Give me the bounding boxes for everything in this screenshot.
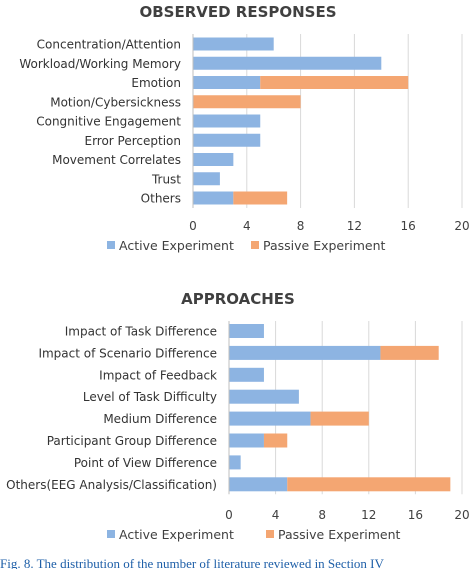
legend-label-passive: Passive Experiment — [278, 527, 401, 542]
active-bar — [193, 133, 261, 147]
active-bar — [193, 191, 234, 205]
category-label: Trust — [151, 172, 181, 186]
category-label: Concentration/Attention — [37, 38, 181, 52]
legend-swatch-active — [107, 241, 115, 249]
legend-label-active: Active Experiment — [119, 527, 234, 542]
active-bar — [229, 345, 381, 360]
x-tick-label: 0 — [189, 219, 197, 233]
passive-bar — [287, 477, 451, 492]
legend-swatch-passive — [266, 530, 274, 538]
category-label: Motion/Cybersickness — [50, 95, 181, 109]
active-bar — [193, 172, 220, 186]
category-label: Error Perception — [84, 134, 181, 148]
category-label: Medium Difference — [103, 412, 217, 426]
passive-bar — [233, 191, 288, 205]
category-label: Movement Correlates — [52, 153, 181, 167]
passive-bar — [310, 411, 369, 426]
active-bar — [229, 324, 264, 338]
active-bar — [193, 114, 261, 128]
category-label: Impact of Feedback — [99, 368, 217, 382]
x-tick-label: 4 — [272, 508, 280, 522]
active-bar — [229, 477, 288, 492]
active-bar — [229, 367, 264, 382]
chart-2-title: APPROACHES — [181, 290, 295, 308]
x-tick-label: 20 — [454, 508, 469, 522]
passive-bar — [260, 76, 409, 89]
passive-bar — [380, 345, 439, 360]
category-label: Impact of Scenario Difference — [38, 346, 217, 360]
active-bar — [193, 56, 382, 70]
category-label: Others(EEG Analysis/Classification) — [6, 478, 217, 492]
legend-label-active: Active Experiment — [119, 238, 234, 253]
passive-bar — [193, 95, 301, 109]
x-tick-label: 4 — [243, 219, 251, 233]
category-label: Impact of Task Difference — [65, 325, 217, 339]
category-label: Others — [141, 192, 181, 206]
chart-1-title: OBSERVED RESPONSES — [139, 3, 336, 21]
active-bar — [193, 37, 274, 51]
x-tick-label: 16 — [408, 508, 423, 522]
active-bar — [229, 389, 299, 404]
category-label: Emotion — [131, 76, 181, 90]
active-bar — [229, 455, 241, 470]
active-bar — [193, 153, 234, 166]
x-tick-label: 12 — [361, 508, 376, 522]
active-bar — [229, 433, 264, 448]
x-tick-label: 12 — [347, 219, 362, 233]
legend-label-passive: Passive Experiment — [263, 238, 386, 253]
x-tick-label: 0 — [225, 508, 233, 522]
x-tick-label: 8 — [297, 219, 305, 233]
legend-swatch-passive — [251, 241, 259, 249]
passive-bar — [263, 433, 288, 448]
category-label: Workload/Working Memory — [19, 57, 181, 71]
active-bar — [193, 76, 261, 89]
category-label: Level of Task Difficulty — [83, 390, 217, 404]
figure-caption: Fig. 8. The distribution of the number o… — [0, 557, 384, 569]
category-label: Participant Group Difference — [47, 434, 217, 448]
category-label: Congnitive Engagement — [36, 115, 181, 129]
category-label: Point of View Difference — [74, 456, 217, 470]
legend-swatch-active — [107, 530, 115, 538]
x-tick-label: 20 — [454, 219, 469, 233]
x-tick-label: 16 — [401, 219, 416, 233]
x-tick-label: 8 — [318, 508, 326, 522]
active-bar — [229, 411, 311, 426]
